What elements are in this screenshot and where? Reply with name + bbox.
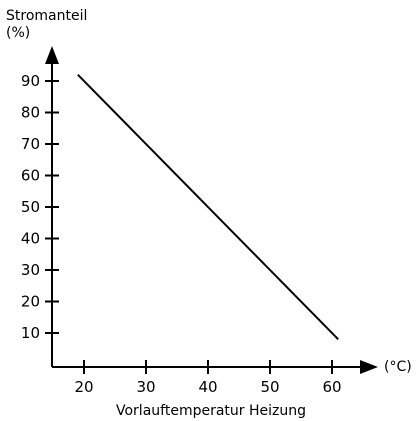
x-axis-title: Vorlauftemperatur Heizung <box>116 403 306 419</box>
y-tick-label: 50 <box>21 198 40 216</box>
x-tick-label: 50 <box>260 378 279 396</box>
series-line <box>77 73 339 341</box>
y-axis-arrow <box>45 46 59 64</box>
y-tick-label: 70 <box>21 135 40 153</box>
x-tick-label: 20 <box>74 378 93 396</box>
y-tick-label: 40 <box>21 230 40 248</box>
x-axis-arrow <box>360 360 378 374</box>
x-axis-unit: (°C) <box>384 359 412 375</box>
y-axis-title: Stromanteil <box>6 8 87 24</box>
y-tick-label: 60 <box>21 167 40 185</box>
y-tick-label: 30 <box>21 261 40 279</box>
y-tick-label: 20 <box>21 293 40 311</box>
y-tick-label: 10 <box>21 324 40 342</box>
x-tick-label: 60 <box>322 378 341 396</box>
y-axis-unit: (%) <box>6 25 30 41</box>
y-tick-label: 90 <box>21 72 40 90</box>
x-tick-label: 30 <box>136 378 155 396</box>
y-tick-label: 80 <box>21 104 40 122</box>
x-tick-label: 40 <box>198 378 217 396</box>
